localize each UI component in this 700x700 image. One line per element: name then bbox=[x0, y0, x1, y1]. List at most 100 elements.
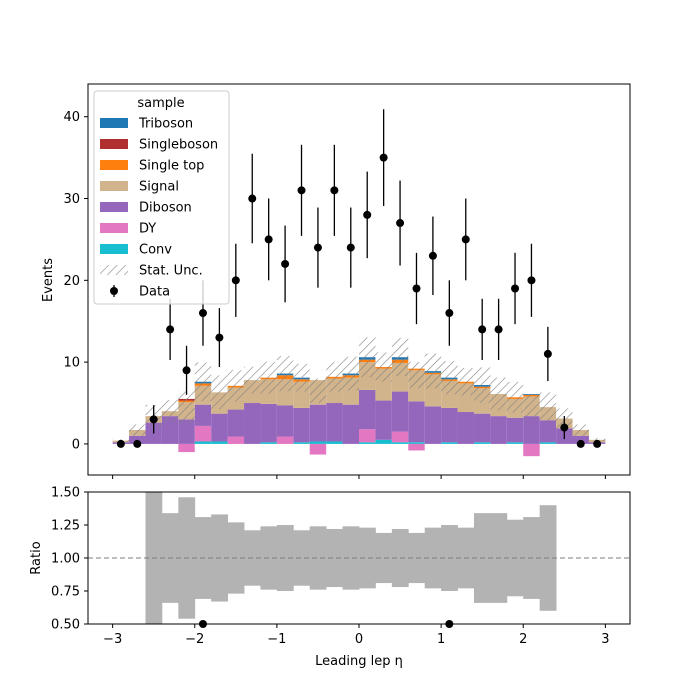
y-tick-label: 40 bbox=[63, 110, 80, 125]
legend-label-data: Data bbox=[139, 285, 170, 300]
hist-bar-conv bbox=[408, 442, 425, 444]
hist-bar-conv bbox=[391, 442, 409, 444]
stat-unc-bin bbox=[490, 377, 507, 411]
hist-bar-diboson bbox=[276, 405, 294, 437]
data-point bbox=[494, 325, 503, 334]
data-point bbox=[231, 276, 240, 285]
hist-bar-diboson bbox=[473, 413, 491, 443]
data-point bbox=[149, 415, 158, 424]
stat-unc-bin bbox=[260, 361, 277, 394]
stat-unc-bin bbox=[326, 362, 343, 392]
hist-bar-conv bbox=[293, 442, 310, 444]
legend-label-stat-unc-: Stat. Unc. bbox=[139, 264, 203, 279]
data-point bbox=[281, 259, 290, 268]
data-point bbox=[330, 186, 339, 195]
hist-bar-conv bbox=[359, 442, 376, 444]
hist-bar-diboson bbox=[391, 391, 409, 432]
legend-label-single-top: Single top bbox=[139, 159, 204, 174]
data-point bbox=[363, 210, 372, 219]
stat-unc-bin bbox=[244, 366, 261, 394]
data-point bbox=[166, 325, 175, 334]
stat-uncertainty-band bbox=[112, 337, 606, 442]
stat-unc-bin bbox=[457, 368, 474, 396]
stat-unc-bin bbox=[588, 438, 606, 442]
data-point bbox=[511, 284, 520, 293]
hist-bar-conv bbox=[375, 439, 392, 444]
data-point bbox=[560, 423, 569, 432]
ratio-y-axis-ticks: 0.50 0.75 1.00 1.25 1.50 bbox=[51, 486, 88, 633]
ratio-band-bin bbox=[309, 526, 327, 590]
ratio-band-bin bbox=[326, 528, 343, 588]
data-point bbox=[593, 439, 602, 448]
stat-unc-bin bbox=[276, 355, 294, 392]
hist-bar-diboson bbox=[211, 413, 228, 442]
stat-unc-bin bbox=[391, 338, 409, 377]
stat-unc-bin bbox=[309, 378, 327, 403]
stat-unc-bin bbox=[194, 362, 212, 402]
hist-bar-diboson bbox=[309, 404, 327, 442]
stat-unc-bin bbox=[359, 337, 376, 378]
stat-unc-bin bbox=[473, 367, 491, 403]
ratio-band-bin bbox=[293, 530, 311, 586]
y-tick-label: 20 bbox=[63, 274, 80, 289]
data-point bbox=[116, 439, 125, 448]
data-point bbox=[182, 366, 191, 375]
hist-bar-dy bbox=[178, 443, 195, 453]
data-point bbox=[297, 186, 306, 195]
data-point bbox=[133, 439, 142, 448]
ratio-band-bin bbox=[276, 525, 294, 591]
data-point bbox=[379, 153, 388, 162]
legend-swatch-conv bbox=[100, 244, 128, 254]
hist-bar-diboson bbox=[539, 420, 557, 443]
legend-label-signal: Signal bbox=[139, 180, 179, 195]
data-point bbox=[428, 251, 437, 260]
hist-bar-dy bbox=[359, 429, 376, 443]
stat-unc-bin bbox=[523, 393, 540, 419]
ratio-y-axis-label: Ratio bbox=[29, 541, 44, 574]
legend-label-diboson: Diboson bbox=[139, 201, 192, 216]
hist-bar-diboson bbox=[572, 435, 589, 444]
hist-bar-diboson bbox=[359, 389, 376, 430]
x-tick-label: 1 bbox=[437, 632, 445, 647]
stat-unc-bin bbox=[572, 424, 589, 436]
legend-swatch-diboson bbox=[100, 202, 128, 212]
hist-bar-conv bbox=[326, 441, 343, 444]
ratio-band-bin bbox=[359, 527, 376, 589]
hist-bar-diboson bbox=[441, 407, 458, 443]
data-point bbox=[248, 194, 257, 203]
hist-bar-dy bbox=[227, 436, 245, 444]
stat-unc-bin bbox=[211, 375, 228, 410]
y-tick-label: 10 bbox=[63, 356, 80, 371]
x-tick-label: 2 bbox=[519, 632, 527, 647]
stat-unc-bin bbox=[342, 356, 359, 391]
data-point bbox=[313, 243, 322, 252]
hist-bar-diboson bbox=[523, 416, 540, 444]
hist-bar-diboson bbox=[424, 406, 442, 444]
hist-bar-conv bbox=[260, 442, 277, 444]
x-axis-label: Leading lep η bbox=[315, 654, 403, 669]
legend-label-triboson: Triboson bbox=[138, 117, 193, 132]
y-tick-label: 30 bbox=[63, 192, 80, 207]
legend-label-conv: Conv bbox=[139, 243, 172, 258]
hist-bar-conv bbox=[194, 441, 212, 444]
stat-unc-bin bbox=[293, 363, 310, 392]
legend-swatch-single-top bbox=[100, 160, 128, 170]
hist-bar-conv bbox=[211, 441, 228, 444]
data-point bbox=[264, 235, 273, 244]
ratio-uncertainty-band bbox=[145, 492, 557, 624]
stat-unc-bin bbox=[227, 370, 245, 402]
hist-bar-dy bbox=[523, 443, 540, 457]
data-point bbox=[576, 439, 585, 448]
ratio-y-tick-label: 1.50 bbox=[51, 486, 80, 501]
y-tick-label: 0 bbox=[72, 437, 80, 452]
x-tick-label: −3 bbox=[103, 632, 122, 647]
x-tick-label: 0 bbox=[355, 632, 363, 647]
stat-unc-bin bbox=[178, 390, 195, 424]
main-y-axis-label: Events bbox=[41, 258, 56, 302]
main-x-axis-ticks bbox=[112, 475, 606, 479]
data-point bbox=[396, 219, 405, 228]
hist-bar-dy bbox=[276, 436, 294, 444]
hist-bar-diboson bbox=[129, 435, 146, 444]
ratio-band-bin bbox=[375, 532, 393, 584]
